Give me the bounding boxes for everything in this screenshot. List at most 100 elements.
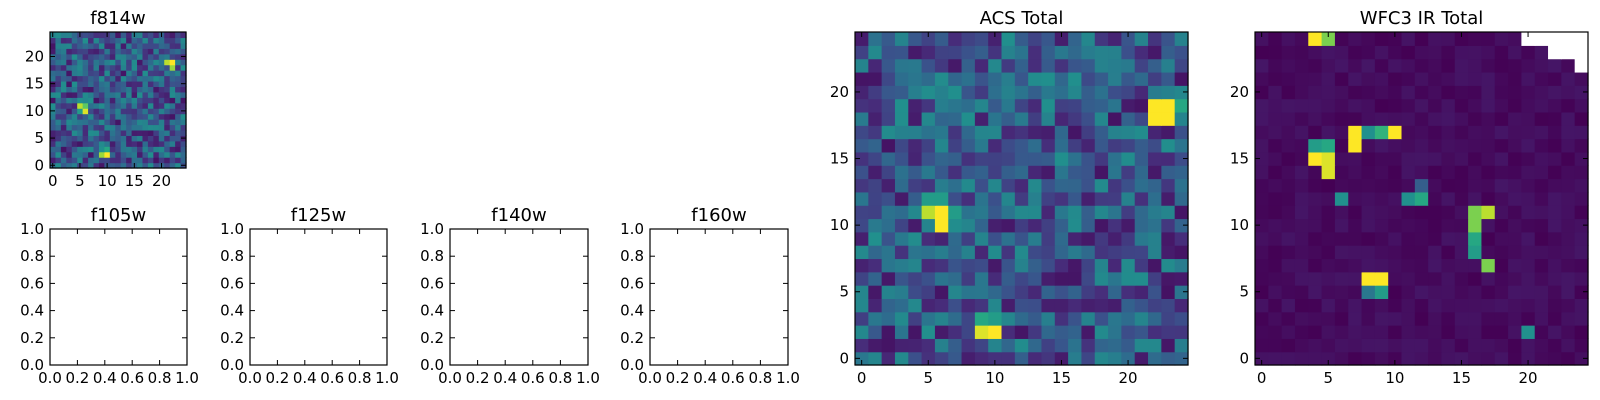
heatmap-cell — [1108, 338, 1122, 353]
heatmap-cell — [1401, 151, 1416, 166]
x-tick-label: 0.2 — [466, 369, 490, 387]
heatmap-cell — [974, 298, 989, 313]
heatmap-cell — [169, 129, 176, 136]
y-tick-label: 0.0 — [20, 356, 44, 374]
heatmap-cell — [1001, 32, 1016, 46]
heatmap-cell — [120, 162, 127, 169]
x-tick-label: 1.0 — [175, 369, 199, 387]
heatmap-cell — [1414, 178, 1429, 193]
x-tick-label: 0.6 — [120, 369, 144, 387]
heatmap-cell — [908, 231, 923, 246]
heatmap-cell — [1334, 271, 1349, 286]
heatmap-cell — [1454, 125, 1469, 140]
x-tick-label: 0.0 — [238, 369, 262, 387]
heatmap-cell — [131, 53, 138, 60]
heatmap-cell — [961, 338, 976, 353]
heatmap-cell — [147, 140, 154, 147]
heatmap-cell — [50, 119, 57, 126]
heatmap-cell — [1268, 218, 1283, 233]
heatmap-cell — [82, 48, 89, 55]
heatmap-cell — [82, 113, 89, 120]
heatmap-cell — [153, 53, 160, 60]
heatmap-cell — [1028, 218, 1043, 233]
heatmap-cell — [1161, 351, 1176, 366]
heatmap-cell — [1401, 165, 1416, 180]
heatmap-cell — [164, 97, 171, 104]
heatmap-cell — [988, 178, 1003, 193]
heatmap-cell — [1308, 178, 1323, 193]
heatmap-cell — [894, 325, 909, 339]
heatmap-cell — [1255, 58, 1269, 73]
heatmap-cell — [1308, 58, 1323, 73]
heatmap-cell — [82, 135, 89, 142]
heatmap-cell — [1108, 45, 1122, 60]
y-tick-label: 1.0 — [220, 220, 244, 238]
heatmap-cell — [1334, 325, 1349, 339]
heatmap-cell — [120, 75, 127, 82]
heatmap-cell — [961, 258, 976, 273]
heatmap-cell — [1081, 165, 1096, 180]
heatmap-cell — [1454, 311, 1469, 326]
heatmap-cell — [1281, 45, 1296, 60]
heatmap-cell — [77, 129, 84, 136]
y-tick-label: 1.0 — [420, 220, 444, 238]
heatmap-cell — [131, 119, 138, 126]
heatmap-cell — [1068, 271, 1083, 286]
heatmap-cell — [1468, 45, 1483, 60]
heatmap-cell — [1094, 205, 1109, 220]
heatmap-cell — [131, 80, 138, 87]
heatmap-cell — [1414, 165, 1429, 180]
heatmap-cell — [1134, 111, 1149, 126]
heatmap-cell — [77, 108, 84, 115]
heatmap-cell — [115, 119, 122, 126]
heatmap-cell — [115, 102, 122, 109]
heatmap-cell — [1014, 258, 1029, 273]
y-tick-label: 15 — [25, 75, 44, 93]
heatmap-cell — [1148, 138, 1162, 153]
y-tick-label: 0.6 — [20, 274, 44, 292]
heatmap-cell — [1521, 151, 1536, 166]
heatmap-cell — [988, 165, 1003, 180]
heatmap-cell — [1561, 245, 1576, 260]
heatmap-cell — [1561, 298, 1576, 313]
heatmap-cell — [1068, 258, 1083, 273]
heatmap-cell — [1334, 111, 1349, 126]
heatmap-cell — [93, 124, 100, 131]
heatmap-cell — [1454, 245, 1469, 260]
heatmap-cell — [1081, 205, 1096, 220]
heatmap-cell — [1348, 351, 1363, 366]
heatmap-cell — [137, 37, 144, 44]
heatmap-cell — [1014, 165, 1029, 180]
heatmap-cell — [934, 45, 949, 60]
heatmap-cell — [1481, 178, 1496, 193]
heatmap-cell — [1361, 71, 1376, 86]
heatmap-cell — [921, 311, 936, 326]
heatmap-cell — [104, 113, 111, 120]
panel-f105w: 0.0 0.2 0.4 0.6 0.8 1.00.00.20.40.60.81.0f105… — [20, 205, 199, 387]
heatmap-cell — [98, 37, 105, 44]
heatmap-cell — [71, 75, 78, 82]
heatmap-cell — [147, 162, 154, 169]
heatmap-cell — [1068, 32, 1083, 46]
heatmap-cell — [921, 271, 936, 286]
heatmap-cell — [71, 119, 78, 126]
heatmap-cell — [180, 70, 187, 77]
heatmap-cell — [1468, 58, 1483, 73]
heatmap-cell — [908, 165, 923, 180]
heatmap-cell — [1468, 258, 1483, 273]
heatmap-cell — [894, 125, 909, 140]
heatmap-cell — [1028, 85, 1043, 100]
heatmap-cell — [169, 146, 176, 153]
heatmap-cell — [1028, 138, 1043, 153]
heatmap-cell — [1521, 85, 1536, 100]
heatmap-cell — [1401, 231, 1416, 246]
heatmap-cell — [1508, 58, 1522, 73]
heatmap-cell — [1508, 231, 1522, 246]
heatmap-cell — [868, 151, 883, 166]
heatmap-cell — [1414, 205, 1429, 220]
heatmap-cell — [1281, 298, 1296, 313]
heatmap-cell — [180, 37, 187, 44]
heatmap-cell — [1268, 311, 1283, 326]
heatmap-cell — [164, 42, 171, 49]
heatmap-cell — [158, 91, 165, 98]
